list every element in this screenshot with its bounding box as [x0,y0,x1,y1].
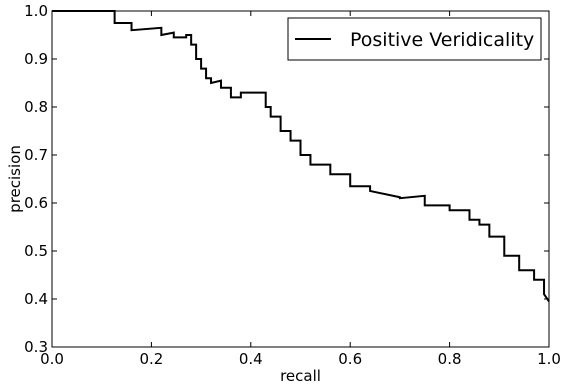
y-tick-label: 0.4 [24,290,48,308]
legend: Positive Veridicality [287,17,542,61]
x-axis-label: recall [280,367,321,385]
y-tick-label: 0.6 [24,194,48,212]
x-tick-label: 0.0 [40,350,64,368]
plot-frame [51,10,550,348]
y-tick-label: 0.8 [24,98,48,116]
y-tick-label: 0.7 [24,146,48,164]
x-tick-label: 0.4 [239,350,263,368]
x-tick-label: 1.0 [537,350,561,368]
legend-label: Positive Veridicality [350,29,534,51]
y-tick-label: 0.9 [24,50,48,68]
y-axis-label: precision [6,145,24,213]
x-tick-label: 0.2 [139,350,163,368]
y-tick-label: 0.5 [24,242,48,260]
series-line-0 [52,10,550,302]
y-tick-label: 1.0 [24,2,48,20]
y-tick-label: 0.3 [24,338,48,356]
x-tick-label: 0.8 [438,350,462,368]
x-tick-label: 0.6 [338,350,362,368]
